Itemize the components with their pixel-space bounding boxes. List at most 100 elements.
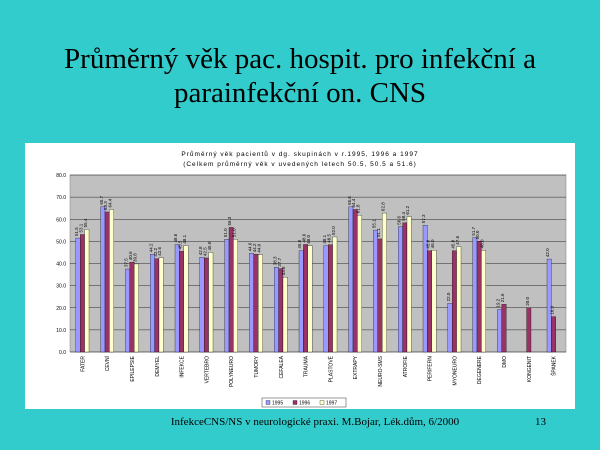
data-label: 48.1 [182, 234, 187, 243]
data-label: 45.5 [178, 240, 183, 249]
y-tick-label: 0.0 [59, 350, 66, 356]
bar-1996 [402, 222, 408, 353]
data-label: 44.2 [252, 243, 257, 252]
slide-title-line1: Průměrný věk pac. hospit. pro infekční a [64, 43, 536, 75]
x-tick-label: TRAUMA [304, 355, 310, 377]
bar-1997 [84, 229, 90, 353]
data-label: 42.0 [545, 248, 550, 257]
data-label: 47.6 [455, 235, 460, 244]
x-tick-label: DEMYEL [155, 356, 161, 377]
bar-1997 [481, 250, 486, 353]
x-tick-label: ŠPANEK [551, 355, 558, 376]
bar-1996 [526, 307, 532, 353]
bar-1996 [476, 241, 482, 353]
data-label: 33.8 [281, 266, 286, 275]
bar-1995 [224, 239, 230, 353]
bar-1996 [427, 250, 432, 353]
bar-1996 [80, 234, 85, 353]
x-tick-label: PLASTOVÉ [327, 355, 334, 382]
footer-text: InfekceCNS/NS v neurologické praxi. M.Bo… [170, 416, 460, 428]
y-tick-label: 20.0 [56, 306, 66, 312]
data-label: 45.8 [450, 239, 455, 248]
bar-1997 [208, 252, 214, 353]
x-tick-label: VERTEBRO [204, 356, 210, 384]
bar-1997 [158, 257, 164, 353]
data-label: 51.0 [232, 228, 237, 237]
data-label: 42.8 [198, 246, 203, 255]
legend-swatch [292, 400, 298, 405]
y-tick-label: 50.0 [56, 239, 66, 245]
bar-1997 [431, 250, 437, 353]
data-label: 65.7 [99, 195, 104, 204]
data-label: 37.7 [277, 257, 282, 266]
data-label: 21.6 [500, 293, 505, 302]
bar-1995 [75, 237, 81, 353]
x-tick-label: INFEKCE [180, 355, 186, 377]
data-label: 19.2 [496, 298, 501, 307]
x-tick-label: POLYNEURO [229, 356, 235, 387]
bar-1995 [249, 253, 254, 353]
bar-1995 [546, 258, 552, 353]
y-tick-label: 30.0 [56, 284, 66, 290]
x-tick-label: PERIFERN [428, 356, 434, 382]
legend-swatch [319, 400, 325, 405]
x-tick-label: TUMORY [254, 355, 260, 377]
data-label: 46.0 [480, 239, 485, 248]
bar-1995 [298, 250, 304, 353]
data-label: 48.1 [322, 234, 327, 243]
legend [261, 397, 347, 408]
x-tick-label: CEVNÍ [104, 355, 111, 371]
bar-1995 [100, 206, 106, 353]
bar-1995 [472, 237, 478, 353]
bar-1997 [282, 277, 288, 353]
data-label: 42.6 [157, 246, 162, 255]
bar-1995 [497, 309, 502, 353]
x-tick-label: FATER [80, 356, 86, 372]
y-tick-label: 60.0 [56, 217, 66, 223]
bar-1995 [174, 244, 180, 353]
bar-1995 [199, 257, 205, 353]
bar-1996 [501, 304, 507, 353]
x-tick-label: CEFALEA [279, 355, 285, 378]
data-label: 58.4 [401, 212, 406, 221]
data-label: 40.6 [128, 251, 133, 260]
bar-1996 [129, 262, 135, 353]
data-label: 48.0 [306, 235, 311, 244]
bar-1996 [154, 258, 160, 353]
data-label: 56.3 [227, 216, 232, 225]
data-label: 22.0 [446, 292, 451, 301]
y-tick-label: 70.0 [56, 195, 66, 201]
data-label: 16.0 [550, 305, 555, 314]
x-tick-label: EXTRAPY [353, 355, 359, 379]
y-tick-label: 40.0 [56, 262, 66, 268]
legend-label: 1996 [299, 401, 310, 407]
bar-1995 [274, 267, 279, 353]
data-label: 62.8 [380, 202, 385, 211]
slide-title: Průměrný věk pac. hospit. pro infekční a… [20, 42, 580, 110]
bar-1997 [456, 246, 462, 353]
data-label: 51.1 [376, 228, 381, 237]
data-label: 39.8 [132, 253, 137, 262]
bar-1997 [134, 263, 139, 353]
bar-1996 [377, 238, 383, 353]
bar-1996 [179, 251, 184, 353]
x-tick-label: DMO [502, 356, 508, 368]
data-label: 44.6 [248, 242, 253, 251]
bar-1996 [328, 244, 333, 353]
data-label: 63.3 [103, 201, 108, 210]
data-label: 38.3 [272, 256, 277, 265]
data-label: 51.7 [471, 226, 476, 235]
chart-subtitle: (Celkem průměrný věk v uvedených letech … [183, 160, 417, 168]
bar-1997 [307, 245, 313, 353]
data-label: 44.2 [148, 243, 153, 252]
bar-1995 [150, 254, 155, 353]
data-label: 45.8 [426, 239, 431, 248]
data-label: 56.6 [396, 216, 401, 225]
data-label: 50.0 [475, 230, 480, 239]
data-label: 61.2 [405, 205, 410, 214]
data-label: 51.0 [223, 228, 228, 237]
data-label: 42.5 [202, 247, 207, 256]
data-label: 44.0 [256, 243, 261, 252]
bar-1995 [373, 229, 378, 353]
